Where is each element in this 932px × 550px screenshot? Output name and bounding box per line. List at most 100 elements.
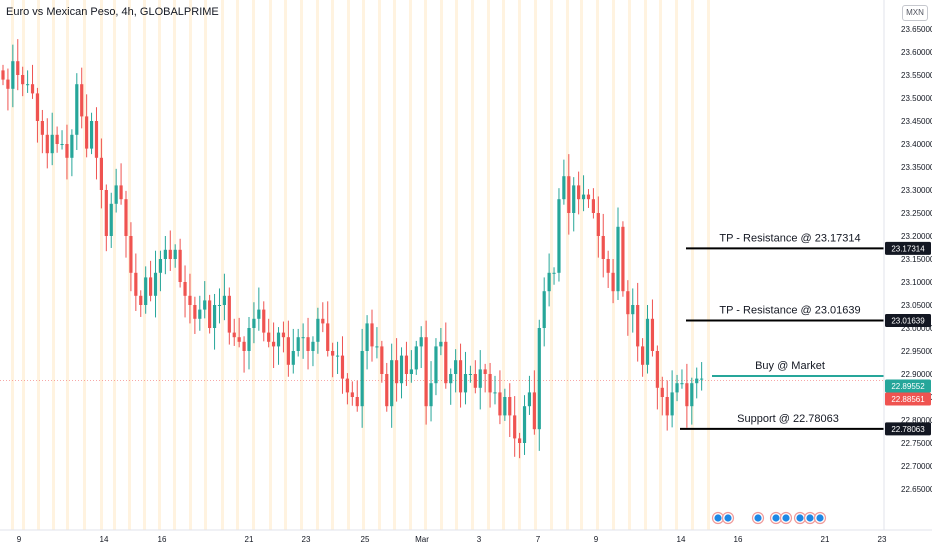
candle[interactable] <box>45 118 49 169</box>
candle[interactable] <box>503 388 507 421</box>
candle[interactable] <box>616 207 620 300</box>
candle[interactable] <box>424 320 428 425</box>
candle[interactable] <box>129 222 133 292</box>
candle[interactable] <box>237 317 241 348</box>
candle[interactable] <box>326 301 330 357</box>
economic-event-icon[interactable] <box>813 511 827 525</box>
candle[interactable] <box>404 341 409 386</box>
candle[interactable] <box>557 188 561 282</box>
candle[interactable] <box>272 322 276 369</box>
candle[interactable] <box>173 244 177 268</box>
candle[interactable] <box>198 295 202 331</box>
candle[interactable] <box>636 282 640 362</box>
candle[interactable] <box>429 361 433 422</box>
candle[interactable] <box>193 296 197 334</box>
candle[interactable] <box>94 107 99 180</box>
candle[interactable] <box>114 168 118 213</box>
candle[interactable] <box>183 265 187 318</box>
candle[interactable] <box>586 189 591 208</box>
candle[interactable] <box>149 260 153 302</box>
candle[interactable] <box>390 343 394 428</box>
candle[interactable] <box>134 253 138 311</box>
candle[interactable] <box>621 221 625 297</box>
candle[interactable] <box>375 327 379 359</box>
candle[interactable] <box>252 302 256 344</box>
candle[interactable] <box>331 342 335 378</box>
candle[interactable] <box>21 66 25 97</box>
candle[interactable] <box>311 336 315 367</box>
candle[interactable] <box>518 432 522 459</box>
candle[interactable] <box>542 277 546 347</box>
candle[interactable] <box>631 288 635 333</box>
candle[interactable] <box>153 250 158 318</box>
candle[interactable] <box>262 301 266 342</box>
candle[interactable] <box>385 362 389 412</box>
candle[interactable] <box>606 250 610 288</box>
candle[interactable] <box>680 369 684 389</box>
candle[interactable] <box>532 370 536 435</box>
candle[interactable] <box>439 328 443 356</box>
candle[interactable] <box>203 281 207 319</box>
candle[interactable] <box>335 341 340 374</box>
candle[interactable] <box>572 177 576 232</box>
candle[interactable] <box>508 383 512 438</box>
candle[interactable] <box>178 238 182 288</box>
candle[interactable] <box>399 347 404 399</box>
candle[interactable] <box>296 328 300 357</box>
candle[interactable] <box>483 363 487 393</box>
candle[interactable] <box>463 351 468 405</box>
candle[interactable] <box>419 326 423 369</box>
candle[interactable] <box>109 192 113 248</box>
candle[interactable] <box>70 129 74 177</box>
candle[interactable] <box>104 184 108 252</box>
candle[interactable] <box>552 267 556 285</box>
candle[interactable] <box>626 280 630 336</box>
candle[interactable] <box>577 171 581 215</box>
candle[interactable] <box>99 138 103 209</box>
candle[interactable] <box>217 288 222 324</box>
candle[interactable] <box>458 343 463 408</box>
candle[interactable] <box>306 317 310 370</box>
candle[interactable] <box>267 318 271 348</box>
candle[interactable] <box>291 328 295 374</box>
candle[interactable] <box>547 253 551 307</box>
candle[interactable] <box>498 370 502 425</box>
economic-event-icon[interactable] <box>779 511 793 525</box>
candle[interactable] <box>567 154 571 235</box>
candle[interactable] <box>75 73 79 150</box>
economic-event-icon[interactable] <box>769 511 783 525</box>
candle[interactable] <box>670 370 674 428</box>
candle[interactable] <box>660 376 664 416</box>
candle[interactable] <box>222 273 226 321</box>
candle[interactable] <box>675 374 679 402</box>
candle[interactable] <box>50 112 54 166</box>
candle[interactable] <box>212 293 217 350</box>
candle[interactable] <box>16 39 20 91</box>
candle[interactable] <box>316 307 320 354</box>
candle[interactable] <box>257 287 261 331</box>
economic-event-icon[interactable] <box>751 511 765 525</box>
candle[interactable] <box>89 112 94 155</box>
candle[interactable] <box>468 365 472 383</box>
candle[interactable] <box>685 363 689 428</box>
candle[interactable] <box>395 338 399 402</box>
candle[interactable] <box>454 349 458 393</box>
candle[interactable] <box>581 175 586 212</box>
candle[interactable] <box>80 67 84 129</box>
candle[interactable] <box>124 190 128 258</box>
candle[interactable] <box>119 163 123 205</box>
candle[interactable] <box>85 94 89 158</box>
candle[interactable] <box>493 375 497 405</box>
candle[interactable] <box>596 196 600 258</box>
candle[interactable] <box>40 109 44 154</box>
economic-event-icon[interactable] <box>793 511 807 525</box>
candle[interactable] <box>65 124 69 180</box>
candle[interactable] <box>522 395 527 455</box>
candle[interactable] <box>30 64 35 99</box>
candle[interactable] <box>355 380 359 412</box>
candle[interactable] <box>409 350 413 383</box>
candle[interactable] <box>11 44 15 108</box>
candle[interactable] <box>665 380 669 431</box>
candle[interactable] <box>380 340 384 383</box>
